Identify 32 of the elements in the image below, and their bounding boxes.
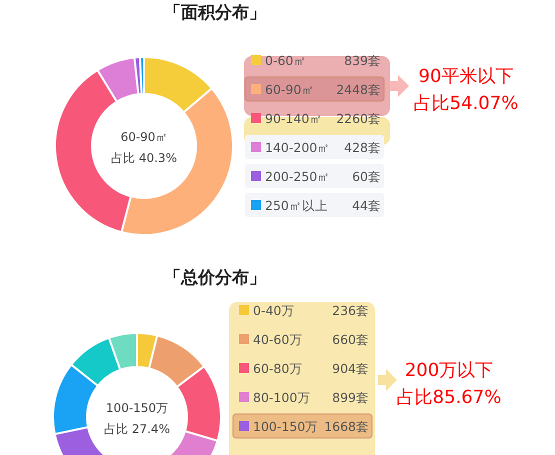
chart-title: 「总价分布」: [164, 268, 266, 288]
data-label: 428套: [344, 140, 381, 155]
legend-label: 100-150万: [253, 419, 318, 434]
legend-label: 200-250㎡: [265, 169, 330, 184]
text: 100-150万: [106, 401, 168, 415]
data-label: 839套: [344, 53, 381, 68]
text: 60-90㎡: [120, 130, 168, 144]
legend-label: 60-90㎡: [265, 82, 314, 97]
data-label: 2448套: [336, 82, 381, 97]
data-label: 60套: [352, 169, 381, 184]
legend-label: 40-60万: [253, 332, 302, 347]
data-label: 44套: [352, 198, 381, 213]
data-label: 899套: [332, 390, 369, 405]
legend-label: 250㎡以上: [265, 198, 328, 213]
text: 占比 40.3%: [111, 151, 177, 165]
legend-label: 80-100万: [253, 390, 310, 405]
text: 占比54.07%: [414, 93, 518, 114]
legend-label: 140-200㎡: [265, 140, 330, 155]
legend-label: 0-60㎡: [265, 53, 306, 68]
text: 占比 27.4%: [104, 422, 170, 436]
data-label: 660套: [332, 332, 369, 347]
chart-title: 「面积分布」: [164, 3, 266, 23]
legend-label: 60-80万: [253, 361, 302, 376]
data-label: 236套: [332, 303, 369, 318]
legend-label: 90-140㎡: [265, 111, 322, 126]
data-label: 1668套: [324, 419, 369, 434]
data-label: 904套: [332, 361, 369, 376]
text: 200万以下: [404, 360, 494, 381]
text: 90平米以下: [418, 66, 514, 87]
legend-label: 0-40万: [253, 303, 294, 318]
data-label: 2260套: [336, 111, 381, 126]
text: 占比85.67%: [396, 387, 502, 408]
